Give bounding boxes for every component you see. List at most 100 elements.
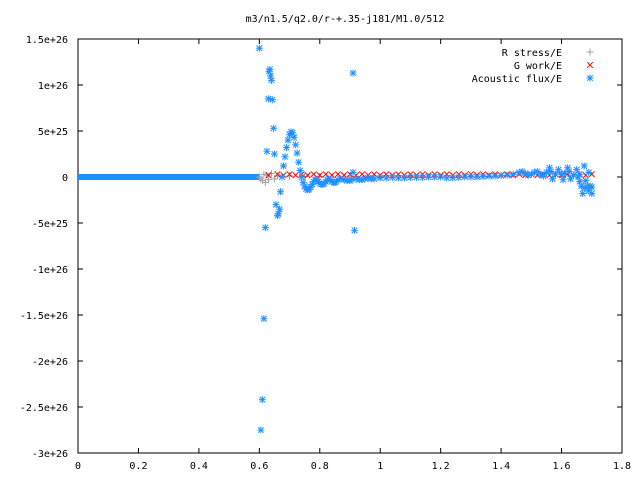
point-r-stress-e <box>267 169 275 177</box>
point-acoustic-flux-e <box>382 174 390 182</box>
point-acoustic-flux-e <box>278 173 286 181</box>
point-acoustic-flux-e <box>274 210 282 218</box>
point-acoustic-flux-e <box>412 173 420 181</box>
point-acoustic-flux-e <box>261 224 269 232</box>
point-acoustic-flux-e <box>351 226 359 234</box>
y-tick-label: -2.5e+26 <box>20 403 68 414</box>
x-tick-label: 1 <box>377 461 383 472</box>
point-acoustic-flux-e <box>588 190 596 198</box>
point-g-work-e <box>286 171 293 178</box>
point-acoustic-flux-e <box>555 166 563 174</box>
point-acoustic-flux-e <box>503 171 511 179</box>
point-acoustic-flux-e <box>425 173 433 181</box>
point-acoustic-flux-e <box>370 175 378 183</box>
point-acoustic-flux-e <box>280 162 288 170</box>
point-acoustic-flux-e <box>576 170 584 178</box>
point-acoustic-flux-e <box>582 177 590 185</box>
point-acoustic-flux-e <box>559 176 567 184</box>
point-acoustic-flux-e <box>509 170 517 178</box>
point-acoustic-flux-e <box>548 175 556 183</box>
y-tick-label: -1.5e+26 <box>20 311 68 322</box>
axis-labels: 0 0.2 0.4 0.6 0.8 1 1.2 1.4 1.6 1.8 -3e+26 -2.5e+26… <box>20 35 631 472</box>
point-acoustic-flux-e <box>588 183 596 191</box>
point-acoustic-flux-e <box>585 168 593 176</box>
point-acoustic-flux-e <box>272 201 280 209</box>
point-acoustic-flux-e <box>255 44 263 52</box>
point-acoustic-flux-e <box>298 173 306 181</box>
point-acoustic-flux-e <box>394 174 402 182</box>
legend-marker <box>586 74 594 82</box>
y-tick-label: 1.5e+26 <box>26 35 68 46</box>
x-tick-label: 1.6 <box>553 461 571 472</box>
point-r-stress-e <box>258 177 266 185</box>
point-acoustic-flux-e <box>293 149 301 157</box>
point-g-work-e <box>322 171 329 178</box>
legend-marker <box>586 48 594 56</box>
legend-label: R stress/E <box>502 48 562 59</box>
legend-label: G work/E <box>514 61 562 72</box>
y-tick-label: -2e+26 <box>32 357 68 368</box>
point-g-work-e <box>310 171 317 178</box>
point-acoustic-flux-e <box>281 153 289 161</box>
y-tick-label: 5e+25 <box>38 127 68 138</box>
point-acoustic-flux-e <box>352 175 360 183</box>
point-acoustic-flux-e <box>349 168 357 176</box>
point-acoustic-flux-e <box>461 173 469 181</box>
point-acoustic-flux-e <box>292 141 300 149</box>
point-acoustic-flux-e <box>497 172 505 180</box>
x-tick-label: 1.8 <box>613 461 631 472</box>
point-acoustic-flux-e <box>491 172 499 180</box>
point-acoustic-flux-e <box>400 174 408 182</box>
point-acoustic-flux-e <box>552 170 560 178</box>
point-r-stress-e <box>263 171 271 179</box>
point-g-work-e <box>304 172 311 179</box>
x-tick-label: 0.4 <box>190 461 208 472</box>
y-tick-label: -3e+26 <box>32 449 68 460</box>
point-acoustic-flux-e <box>565 167 573 175</box>
point-acoustic-flux-e <box>284 136 292 144</box>
point-acoustic-flux-e <box>567 175 575 183</box>
point-r-stress-e <box>260 170 268 178</box>
y-tick-label: -1e+26 <box>32 265 68 276</box>
legend-label: Acoustic flux/E <box>472 74 562 85</box>
point-acoustic-flux-e <box>580 162 588 170</box>
point-acoustic-flux-e <box>485 172 493 180</box>
point-g-work-e <box>371 171 378 178</box>
point-r-stress-e <box>264 176 272 184</box>
x-tick-label: 1.2 <box>432 461 450 472</box>
point-g-work-e <box>358 171 366 178</box>
point-acoustic-flux-e <box>257 426 265 434</box>
y-tick-label: -5e+25 <box>32 219 68 230</box>
point-acoustic-flux-e <box>431 173 439 181</box>
point-acoustic-flux-e <box>290 133 298 141</box>
legend-marker <box>586 61 594 69</box>
point-acoustic-flux-e <box>263 147 271 155</box>
point-g-work-e <box>274 171 281 178</box>
y-tick-label: 1e+26 <box>38 81 68 92</box>
point-acoustic-flux-e <box>349 69 357 77</box>
y-tick-label: 0 <box>62 173 68 184</box>
point-acoustic-flux-e <box>267 76 275 84</box>
point-acoustic-flux-e <box>419 173 427 181</box>
point-acoustic-flux-e <box>388 173 396 181</box>
point-acoustic-flux-e <box>449 174 457 182</box>
point-acoustic-flux-e <box>467 173 475 181</box>
point-acoustic-flux-e <box>437 173 445 181</box>
point-acoustic-flux-e <box>283 144 291 152</box>
axis-ticks <box>77 38 623 454</box>
point-acoustic-flux-e <box>270 150 278 158</box>
point-acoustic-flux-e <box>406 173 414 181</box>
x-tick-label: 0.6 <box>250 461 268 472</box>
x-tick-label: 0.2 <box>129 461 147 472</box>
point-acoustic-flux-e <box>455 173 463 181</box>
point-acoustic-flux-e <box>270 124 278 132</box>
point-acoustic-flux-e <box>276 188 284 196</box>
data-marks <box>78 44 596 434</box>
point-acoustic-flux-e <box>260 315 268 323</box>
point-acoustic-flux-e <box>266 65 274 73</box>
x-tick-label: 1.4 <box>492 461 510 472</box>
point-acoustic-flux-e <box>479 173 487 181</box>
point-acoustic-flux-e <box>295 158 303 166</box>
